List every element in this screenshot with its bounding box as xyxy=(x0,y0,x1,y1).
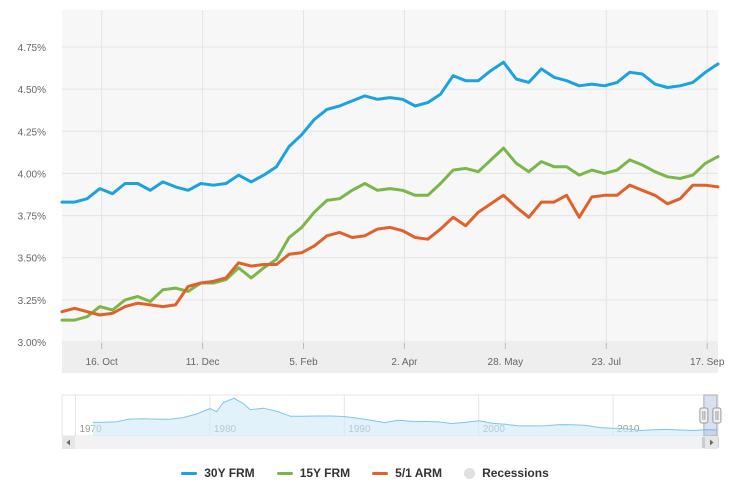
navigator-area xyxy=(92,398,717,436)
x-tick-label: 28. May xyxy=(488,357,524,368)
arrow-right-icon xyxy=(710,439,714,446)
x-tick-label: 5. Feb xyxy=(289,357,318,368)
y-tick-label: 3.00% xyxy=(18,338,46,349)
x-tick-label: 11. Dec xyxy=(186,357,220,368)
legend-item-5-1-arm[interactable]: 5/1 ARM xyxy=(372,466,442,480)
x-tick-label: 23. Jul xyxy=(592,357,621,368)
legend-5-1-arm-line-icon xyxy=(372,471,389,475)
navigator-right-handle[interactable] xyxy=(712,407,722,424)
scrollbar-track[interactable] xyxy=(62,436,718,449)
navigator-year-label: 1970 xyxy=(79,424,102,435)
y-tick-label: 4.75% xyxy=(18,43,46,54)
x-tick-label: 2. Apr xyxy=(391,357,418,368)
x-axis-band xyxy=(62,343,718,373)
chart-legend: 30Y FRM 15Y FRM 5/1 ARM Recessions xyxy=(0,462,730,484)
series-line-15y-frm[interactable] xyxy=(60,146,720,322)
y-tick-label: 4.25% xyxy=(18,127,46,138)
series-line-30y-frm[interactable] xyxy=(60,60,720,204)
y-tick-label: 3.25% xyxy=(18,296,46,307)
legend-5-1-arm-label: 5/1 ARM xyxy=(395,466,443,480)
series-line-5-1-arm[interactable] xyxy=(60,183,720,317)
y-tick-label: 4.00% xyxy=(18,169,46,180)
y-tick-label: 3.50% xyxy=(18,254,46,265)
legend-15y-frm-line-icon xyxy=(276,471,293,475)
legend-recessions-dot-icon xyxy=(464,467,476,479)
x-tick-label: 17. Sep xyxy=(690,357,725,368)
navigator-series-line xyxy=(92,397,717,432)
legend-15y-frm-label: 15Y FRM xyxy=(299,466,351,480)
y-tick-label: 4.50% xyxy=(18,85,46,96)
legend-30y-frm-label: 30Y FRM xyxy=(204,466,255,480)
legend-item-30y-frm[interactable]: 30Y FRM xyxy=(181,466,255,480)
arrow-left-icon xyxy=(66,439,70,446)
navigator-left-handle[interactable] xyxy=(699,407,709,424)
legend-item-15y-frm[interactable]: 15Y FRM xyxy=(276,466,351,480)
legend-30y-frm-line-icon xyxy=(181,471,198,475)
y-tick-label: 3.75% xyxy=(18,212,46,223)
legend-item-recessions[interactable]: Recessions xyxy=(464,466,549,480)
legend-recessions-label: Recessions xyxy=(482,466,549,480)
x-tick-label: 16. Oct xyxy=(86,357,118,368)
